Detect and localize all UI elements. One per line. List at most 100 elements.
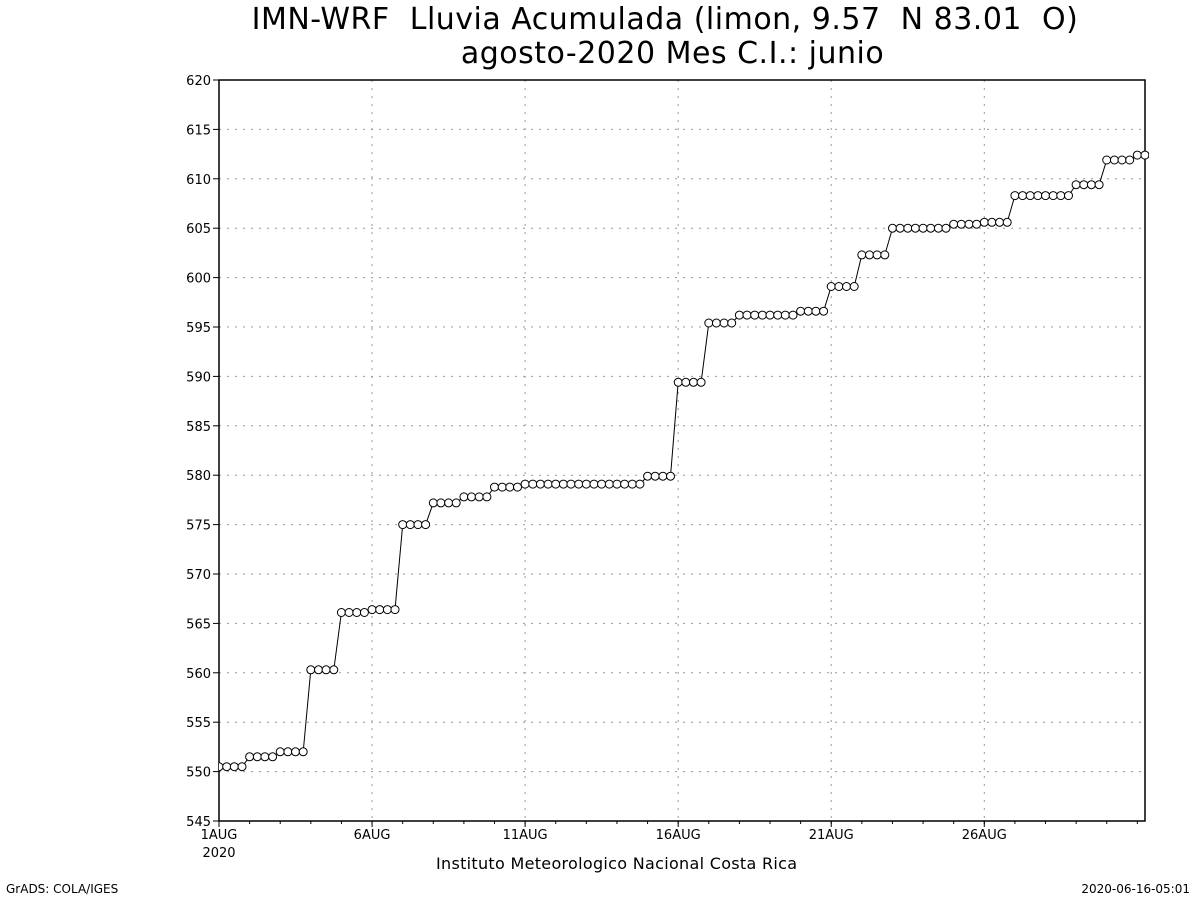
data-point xyxy=(268,752,278,762)
data-point xyxy=(375,605,385,615)
data-point xyxy=(872,250,882,260)
data-point xyxy=(956,219,966,229)
data-point xyxy=(222,762,232,772)
data-point xyxy=(1010,191,1020,201)
y-tick-label: 585 xyxy=(186,420,211,435)
data-point xyxy=(597,479,607,489)
data-point xyxy=(796,306,806,316)
data-point xyxy=(505,482,515,492)
data-point xyxy=(711,318,721,328)
data-point xyxy=(865,250,874,260)
chart-title-line-2: agosto-2020 Mes C.I.: junio xyxy=(460,36,885,71)
data-point xyxy=(719,318,729,328)
data-point xyxy=(558,479,568,489)
data-point xyxy=(329,665,339,675)
data-point xyxy=(987,217,997,227)
data-point xyxy=(1117,155,1127,165)
data-point xyxy=(1102,155,1112,165)
data-point xyxy=(551,479,561,489)
data-point xyxy=(704,318,714,328)
data-point xyxy=(543,479,553,489)
data-point xyxy=(467,492,476,502)
data-point xyxy=(459,492,469,502)
data-point xyxy=(1148,152,1149,158)
chart-title-line-1: IMN-WRF Lluvia Acumulada (limon, 9.57 N … xyxy=(251,2,1079,37)
data-point xyxy=(237,762,247,772)
data-point xyxy=(428,498,438,508)
data-point xyxy=(1094,180,1104,190)
x-tick-label: 26AUG xyxy=(962,828,1007,843)
data-point xyxy=(842,282,851,291)
data-point xyxy=(260,752,270,762)
data-point xyxy=(219,762,224,772)
data-point xyxy=(566,479,576,489)
data-point xyxy=(819,306,829,316)
data-point xyxy=(252,752,262,762)
data-point xyxy=(964,219,974,229)
data-point xyxy=(1048,191,1058,201)
data-point xyxy=(321,665,331,675)
y-tick-label: 560 xyxy=(186,667,211,682)
data-point xyxy=(849,282,859,291)
y-tick-label: 545 xyxy=(186,815,211,830)
x-tick-label: 11AUG xyxy=(503,828,548,843)
data-point xyxy=(336,608,346,617)
data-point xyxy=(497,482,507,492)
data-point xyxy=(535,479,545,489)
data-point xyxy=(520,479,530,489)
data-point xyxy=(405,520,415,530)
y-tick-label: 605 xyxy=(186,222,211,237)
data-point xyxy=(995,217,1005,227)
data-point xyxy=(727,318,737,328)
data-point xyxy=(826,282,836,291)
institution-label: Instituto Meteorologico Nacional Costa R… xyxy=(436,854,798,873)
data-point xyxy=(1041,191,1050,201)
data-point xyxy=(1140,150,1149,160)
data-point xyxy=(528,479,538,489)
data-point xyxy=(666,471,675,481)
data-point xyxy=(972,219,982,229)
data-point xyxy=(780,310,790,320)
data-point xyxy=(681,377,691,387)
data-point xyxy=(283,747,293,757)
data-point xyxy=(352,608,362,617)
data-point xyxy=(574,479,584,489)
data-point xyxy=(635,479,645,489)
data-point xyxy=(788,310,798,320)
data-point xyxy=(474,492,484,502)
data-point xyxy=(344,608,354,617)
data-point xyxy=(1025,191,1035,201)
data-point xyxy=(880,250,890,260)
data-point xyxy=(1079,180,1089,190)
y-tick-label: 610 xyxy=(186,173,211,188)
data-point xyxy=(742,310,752,320)
x-tick-label: 16AUG xyxy=(656,828,701,843)
software-credit: GrADS: COLA/IGES xyxy=(6,882,119,896)
data-point xyxy=(949,219,959,229)
y-tick-label: 620 xyxy=(186,74,211,89)
data-point xyxy=(658,471,668,481)
y-tick-label: 615 xyxy=(186,123,211,138)
data-point xyxy=(1018,191,1028,201)
data-point xyxy=(1109,155,1119,165)
data-point xyxy=(513,482,522,492)
data-point xyxy=(390,605,400,615)
data-point xyxy=(941,223,951,233)
data-point xyxy=(444,498,454,508)
data-point xyxy=(903,223,913,233)
data-point xyxy=(1132,150,1142,160)
data-point xyxy=(895,223,905,233)
data-point xyxy=(229,762,239,772)
y-tick-label: 570 xyxy=(186,568,211,583)
series-line xyxy=(219,154,1149,768)
data-point xyxy=(979,217,989,227)
data-point xyxy=(612,479,622,489)
data-point xyxy=(306,665,316,675)
data-point xyxy=(421,520,431,530)
y-tick-label: 580 xyxy=(186,469,211,484)
data-point xyxy=(589,479,599,489)
y-tick-label: 565 xyxy=(186,617,211,632)
data-point xyxy=(382,605,392,615)
data-point xyxy=(398,520,408,530)
data-point xyxy=(291,747,300,757)
